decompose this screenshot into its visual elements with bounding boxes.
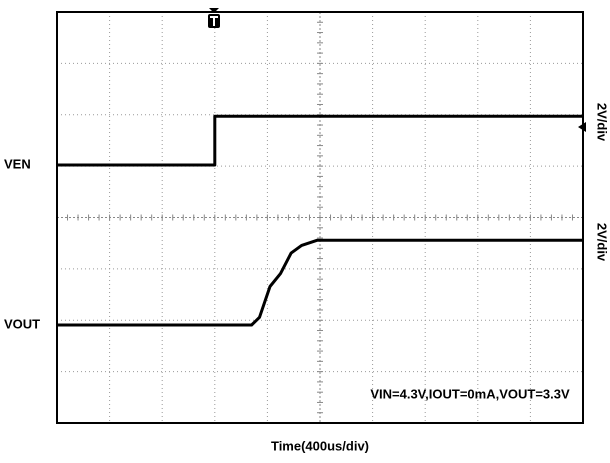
annotation: VIN=4.3V,IOUT=0mA,VOUT=3.3V [370,386,570,401]
grid [57,12,583,423]
scale-label: 2V/div [595,223,610,262]
legend-label: VOUT [4,316,40,331]
level-marker [578,122,586,132]
trigger-marker [208,8,220,28]
legend-label: VEN [4,156,31,171]
trace [57,238,583,327]
x-axis-label: Time(400us/div) [271,438,369,453]
frame [56,11,584,424]
trace [57,114,583,167]
scale-label: 2V/div [595,103,610,142]
